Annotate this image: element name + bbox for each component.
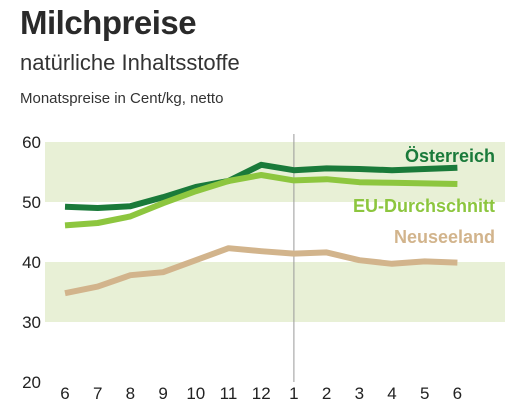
- series-labels: Österreich EU-Durchschnitt Neuseeland: [353, 146, 495, 247]
- y-tick-label: 60: [22, 133, 41, 152]
- x-tick-label: 11: [220, 384, 238, 403]
- series-label-0: Österreich: [405, 146, 495, 166]
- x-tick-label: 8: [126, 384, 135, 403]
- x-tick-label: 6: [453, 384, 462, 403]
- x-axis-ticks: 6 7 8 9 10 11 12 1 2 3 4 5 6: [60, 384, 462, 403]
- series-line-0: [64, 161, 458, 211]
- shaded-bands: [45, 142, 505, 322]
- x-tick-label: 7: [93, 384, 102, 403]
- y-tick-label: 30: [22, 313, 41, 332]
- series-lines: [64, 161, 458, 297]
- x-tick-label: 3: [355, 384, 364, 403]
- y-tick-label: 20: [22, 373, 41, 392]
- x-tick-label: 1: [289, 384, 298, 403]
- chart-subtitle: natürliche Inhaltsstoffe: [20, 50, 240, 75]
- series-label-2: Neuseeland: [394, 227, 495, 247]
- x-tick-label: 4: [387, 384, 396, 403]
- unit-note: Monatspreise in Cent/kg, netto: [20, 90, 224, 107]
- x-tick-label: 9: [158, 384, 167, 403]
- series-line-1: [64, 172, 458, 229]
- x-tick-label: 10: [186, 384, 205, 403]
- x-tick-label: 12: [252, 384, 271, 403]
- y-axis-ticks: 60 50 40 30 20: [22, 133, 41, 392]
- series-label-1: EU-Durchschnitt: [353, 196, 495, 216]
- y-tick-label: 40: [22, 253, 41, 272]
- shaded-band-1: [45, 262, 505, 322]
- series-line-2: [64, 245, 458, 297]
- x-tick-label: 6: [60, 384, 69, 403]
- chart-title: Milchpreise: [20, 4, 197, 41]
- shaded-band-0: [45, 142, 505, 202]
- y-tick-label: 50: [22, 193, 41, 212]
- x-tick-label: 2: [322, 384, 331, 403]
- x-tick-label: 5: [420, 384, 429, 403]
